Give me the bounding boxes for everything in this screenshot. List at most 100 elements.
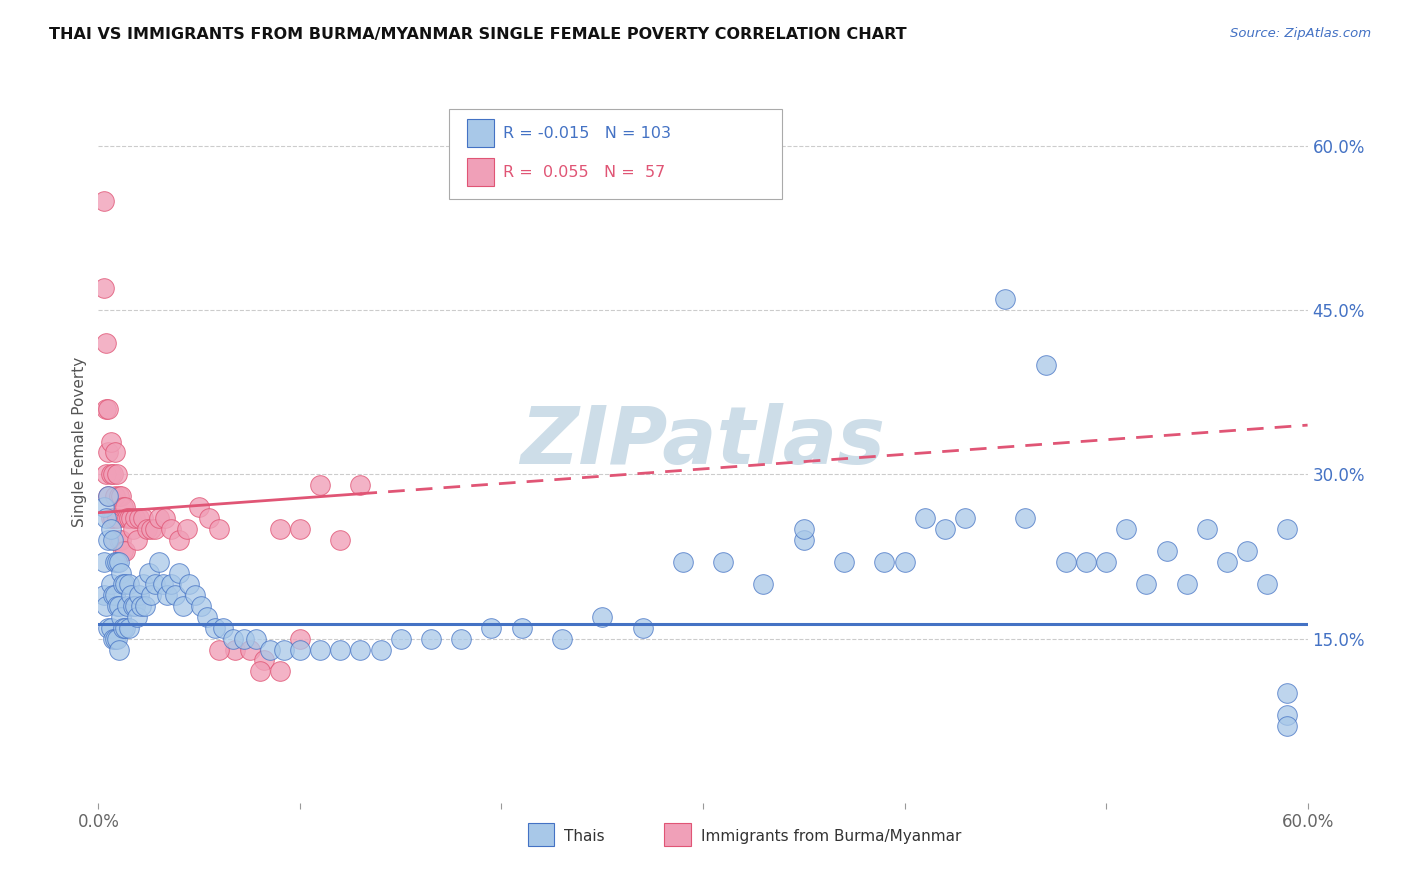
Point [245,632,267,646]
Point [152,577,174,591]
Point [1236,544,1258,558]
Point [1277,708,1299,723]
Point [143,577,166,591]
Point [115,511,138,525]
Point [118,577,141,591]
Point [100,511,122,525]
Point [105,511,128,525]
Point [832,555,855,569]
Point [329,642,352,657]
Point [1014,511,1036,525]
Point [551,632,574,646]
Point [249,665,271,679]
Point [1035,358,1057,372]
Point [1074,555,1097,569]
Point [100,434,122,449]
Point [953,511,976,525]
Point [96,599,118,613]
Point [148,555,170,569]
Point [934,522,956,536]
Point [239,642,262,657]
Point [97,401,120,416]
Point [121,599,143,613]
Point [288,522,311,536]
Point [107,533,129,547]
Point [370,642,392,657]
Point [224,642,246,657]
Point [994,292,1017,306]
Text: R =  0.055   N =  57: R = 0.055 N = 57 [503,164,665,179]
Point [273,642,295,657]
Point [125,533,148,547]
Point [190,599,212,613]
Point [101,467,124,482]
Bar [527,823,554,847]
Point [160,577,183,591]
Text: Source: ZipAtlas.com: Source: ZipAtlas.com [1230,27,1371,40]
Point [103,632,125,646]
Point [118,511,141,525]
Point [793,522,815,536]
Point [1135,577,1157,591]
Point [163,588,186,602]
Point [1175,577,1198,591]
Point [105,555,128,569]
Point [893,555,915,569]
Point [212,621,235,635]
Point [176,522,198,536]
Point [100,621,122,635]
Text: ZIPatlas: ZIPatlas [520,402,886,481]
Point [107,489,129,503]
Point [420,632,443,646]
Point [110,489,132,503]
Point [110,533,132,547]
Point [97,533,120,547]
Point [222,632,245,646]
Point [105,599,128,613]
Point [103,445,125,459]
Point [100,467,122,482]
Point [97,489,120,503]
Point [156,588,179,602]
Point [195,609,218,624]
Point [591,609,613,624]
Text: Immigrants from Burma/Myanmar: Immigrants from Burma/Myanmar [700,830,960,844]
Point [132,577,155,591]
Point [124,599,146,613]
Point [188,500,211,515]
Point [100,522,122,536]
Bar [467,119,494,147]
Point [179,577,201,591]
Point [631,621,654,635]
Point [269,665,291,679]
Point [103,588,125,602]
Point [135,522,157,536]
Point [711,555,734,569]
Point [329,533,352,547]
Point [121,522,143,536]
Point [510,621,533,635]
Point [107,555,129,569]
Point [1277,522,1299,536]
Point [103,533,125,547]
Point [1095,555,1118,569]
Point [349,642,371,657]
Point [93,281,115,295]
Point [128,588,150,602]
Point [160,522,183,536]
Point [309,478,332,492]
Bar [664,823,690,847]
Point [309,642,332,657]
Point [96,511,118,525]
Point [114,500,136,515]
Y-axis label: Single Female Poverty: Single Female Poverty [72,357,87,526]
Point [167,566,190,580]
Point [752,577,775,591]
Point [93,500,115,515]
Point [450,632,472,646]
Point [793,533,815,547]
Bar [467,158,494,186]
Point [1195,522,1218,536]
Point [111,500,134,515]
Point [101,533,124,547]
